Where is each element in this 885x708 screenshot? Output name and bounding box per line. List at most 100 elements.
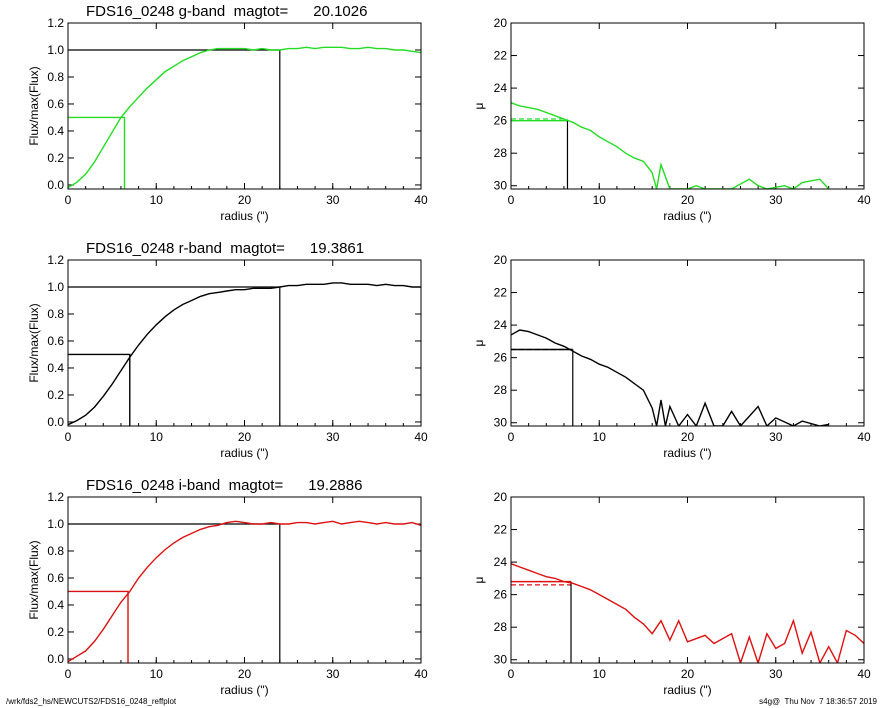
x-tick-label: 30 (769, 667, 783, 681)
series-line (511, 102, 830, 189)
plot-frame (67, 22, 422, 190)
y-tick-label: 0.0 (47, 652, 64, 666)
panel-g-growth-curve: 0 10 20 30 40 0.0 0.2 0.4 0.6 0.8 1.0 1.2 radius (")… (27, 3, 428, 223)
x-tick-label: 10 (150, 193, 164, 207)
x-tick-label: 20 (681, 430, 695, 444)
y-axis-label: Flux/max(Flux) (27, 540, 41, 619)
y-tick-label: 24 (494, 81, 508, 95)
chart-title: FDS16_0248 g-band magtot= 20.1026 (86, 3, 367, 20)
x-axis-label: radius (") (220, 209, 268, 223)
y-tick-label: 20 (494, 16, 508, 30)
x-axis-label: radius (") (663, 446, 711, 460)
y-tick-label: 30 (494, 179, 508, 193)
x-tick-label: 40 (857, 667, 871, 681)
series-line (68, 282, 421, 426)
x-tick-label: 20 (681, 193, 695, 207)
total-flux-marker (68, 523, 281, 663)
panel-r-surface-brightness: 0 10 20 30 40 20 22 24 26 28 30 radius (") μ (472, 253, 871, 460)
y-tick-label: 0.0 (47, 178, 64, 192)
series-line (68, 520, 421, 663)
x-axis-label: radius (") (663, 683, 711, 697)
y-tick-label: 24 (494, 318, 508, 332)
y-tick-label: 0.2 (47, 625, 64, 639)
chart-title: FDS16_0248 i-band magtot= 19.2886 (86, 477, 362, 494)
footer-stamp: s4g@ Thu Nov 7 18:36:57 2019 (759, 697, 877, 706)
y-tick-label: 1.2 (47, 253, 64, 267)
y-axis-label: Flux/max(Flux) (27, 66, 41, 145)
series-line (511, 563, 864, 663)
x-tick-label: 20 (238, 667, 252, 681)
y-tick-label: 28 (494, 620, 508, 634)
x-tick-label: 20 (681, 667, 695, 681)
plot-frame (510, 22, 865, 190)
half-light-marker (68, 590, 129, 663)
y-axis-label: Flux/max(Flux) (27, 303, 41, 382)
footer-path: /wrk/fds2_hs/NEWCUTS2/FDS16_0248_reffplo… (6, 697, 177, 706)
y-tick-label: 22 (494, 523, 508, 537)
x-tick-label: 30 (769, 193, 783, 207)
y-tick-label: 0.8 (47, 544, 64, 558)
y-tick-label: 0.0 (47, 415, 64, 429)
y-axis-label: μ (472, 102, 486, 109)
y-tick-label: 0.2 (47, 151, 64, 165)
y-tick-label: 1.2 (47, 16, 64, 30)
plot-frame (510, 259, 865, 427)
y-tick-label: 0.2 (47, 388, 64, 402)
x-tick-label: 40 (414, 667, 428, 681)
x-tick-label: 40 (414, 430, 428, 444)
series-line (511, 329, 829, 426)
total-flux-marker (68, 49, 281, 189)
total-flux-marker (68, 286, 281, 426)
x-tick-label: 0 (508, 193, 515, 207)
y-tick-label: 0.4 (47, 598, 64, 612)
x-tick-label: 0 (65, 430, 72, 444)
y-tick-label: 30 (494, 653, 508, 667)
y-tick-label: 1.0 (47, 517, 64, 531)
half-light-marker (68, 116, 126, 189)
y-tick-label: 26 (494, 588, 508, 602)
y-tick-label: 26 (494, 351, 508, 365)
panel-i-surface-brightness: 0 10 20 30 40 20 22 24 26 28 30 radius (") μ (472, 490, 871, 697)
x-tick-label: 40 (857, 430, 871, 444)
y-axis-label: μ (472, 339, 486, 346)
x-tick-label: 10 (593, 430, 607, 444)
panel-i-growth-curve: 0 10 20 30 40 0.0 0.2 0.4 0.6 0.8 1.0 1.2 radius (")… (27, 477, 428, 697)
x-tick-label: 0 (508, 667, 515, 681)
half-light-marker (68, 353, 131, 426)
y-axis-label: μ (472, 576, 486, 583)
panel-g-surface-brightness: 0 10 20 30 40 20 22 24 26 28 30 radius (") μ (472, 16, 871, 223)
chart-title: FDS16_0248 r-band magtot= 19.3861 (86, 240, 364, 257)
y-tick-label: 0.8 (47, 70, 64, 84)
x-axis-label: radius (") (220, 683, 268, 697)
y-tick-label: 0.6 (47, 334, 64, 348)
x-tick-label: 0 (508, 430, 515, 444)
plot-frame (510, 496, 865, 664)
x-tick-label: 30 (769, 430, 783, 444)
x-tick-label: 20 (238, 193, 252, 207)
y-tick-label: 1.0 (47, 280, 64, 294)
x-tick-label: 30 (326, 430, 340, 444)
y-tick-label: 30 (494, 416, 508, 430)
y-tick-label: 28 (494, 383, 508, 397)
x-tick-label: 0 (65, 193, 72, 207)
series-line (68, 46, 421, 189)
x-axis-label: radius (") (663, 209, 711, 223)
x-tick-label: 0 (65, 667, 72, 681)
y-tick-label: 22 (494, 49, 508, 63)
x-tick-label: 30 (326, 667, 340, 681)
y-tick-label: 20 (494, 253, 508, 267)
x-tick-label: 10 (593, 667, 607, 681)
y-tick-label: 20 (494, 490, 508, 504)
x-tick-label: 30 (326, 193, 340, 207)
x-tick-label: 10 (150, 430, 164, 444)
plot-frame (67, 259, 422, 427)
x-tick-label: 40 (414, 193, 428, 207)
x-tick-label: 10 (150, 667, 164, 681)
plot-frame (67, 496, 422, 664)
y-tick-label: 24 (494, 555, 508, 569)
y-tick-label: 0.6 (47, 97, 64, 111)
panel-r-growth-curve: 0 10 20 30 40 0.0 0.2 0.4 0.6 0.8 1.0 1.2 radius (")… (27, 240, 428, 460)
y-tick-label: 1.2 (47, 490, 64, 504)
y-tick-label: 0.4 (47, 124, 64, 138)
